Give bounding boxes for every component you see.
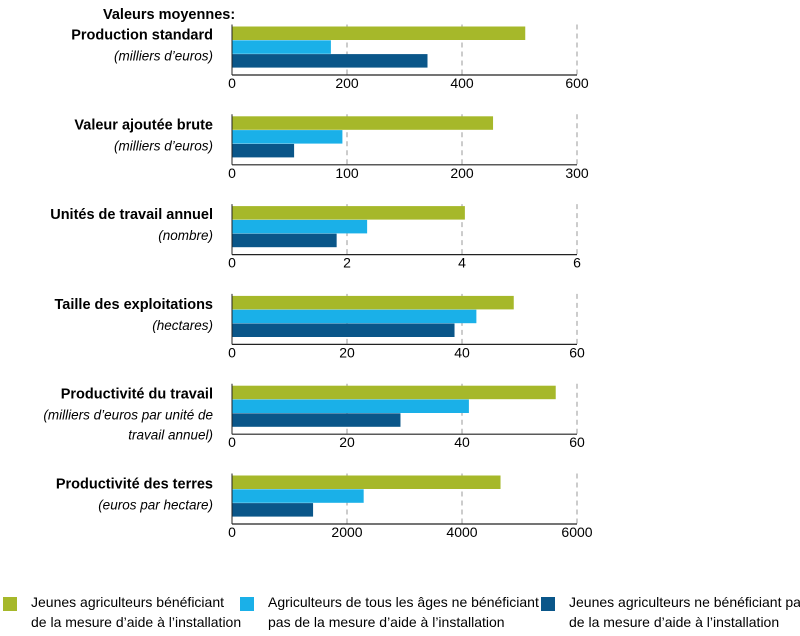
legend-label: pas de la mesure d’aide à l’installation [268,614,505,630]
panel-sublabel: (hectares) [152,318,213,333]
bar [232,26,526,40]
legend-label: Jeunes agriculteurs ne bénéficiant pas [569,594,800,610]
tick-label: 0 [228,255,236,271]
bar [232,413,401,427]
legend-swatch [3,597,17,611]
panel-label: Productivité du travail [61,387,213,403]
legend-swatch [240,597,254,611]
tick-label: 100 [335,165,359,181]
tick-label: 600 [565,75,589,91]
tick-label: 40 [454,434,470,450]
tick-label: 6000 [561,524,592,540]
tick-label: 6 [573,255,581,271]
bar [232,489,364,503]
tick-label: 4000 [446,524,477,540]
chart-panel: 0 20 40 60 Taille des exploitations (hectares… [55,293,585,360]
tick-label: 60 [569,434,585,450]
chart-panel: 0 100 200 300 Valeur ajoutée brute (milliers … [74,114,589,181]
legend-label: Agriculteurs de tous les âges ne bénéfic… [268,594,539,610]
bar [232,116,494,130]
tick-label: 60 [569,344,585,360]
legend-label: Jeunes agriculteurs bénéficiant [31,594,224,610]
bar [232,503,314,517]
tick-label: 200 [335,75,359,91]
legend-label: de la mesure d’aide à l’installation [31,614,241,630]
chart-panel: 0 2000 4000 6000 Productivité des terres (eur… [56,473,593,540]
bar [232,143,295,158]
chart-title: Valeurs moyennes: [103,7,235,23]
tick-label: 400 [450,75,474,91]
legend-item: Jeunes agriculteurs ne bénéficiant pas de… [541,594,800,630]
legend-item: Agriculteurs de tous les âges ne bénéfic… [240,594,539,630]
tick-label: 200 [450,165,474,181]
tick-label: 0 [228,434,236,450]
bar [232,399,469,413]
tick-label: 20 [339,344,355,360]
panel-sublabel: (milliers d’euros par unité de [43,408,213,423]
bar [232,309,477,324]
legend-swatch [541,597,555,611]
tick-label: 2 [343,255,351,271]
panel-label: Productivité des terres [56,477,213,493]
panel-sublabel: (euros par hectare) [98,498,213,513]
bar [232,219,368,234]
bar [232,54,428,68]
panel-sublabel: (milliers d’euros) [114,49,213,64]
chart-legend: Jeunes agriculteurs bénéficiant de la mes… [3,594,800,630]
panel-sublabel: travail annuel) [128,428,213,443]
tick-label: 0 [228,524,236,540]
chart-panel: 0 20 40 60 Productivité du travail (milliers … [43,383,585,450]
bar [232,130,343,144]
bar [232,233,337,248]
panel-label: Valeur ajoutée brute [74,117,213,133]
tick-label: 0 [228,75,236,91]
panel-label: Taille des exploitations [55,297,213,313]
tick-label: 4 [458,255,466,271]
bar [232,385,556,400]
tick-label: 40 [454,344,470,360]
panel-label: Unités de travail annuel [50,207,213,223]
tick-label: 0 [228,165,236,181]
chart-panel: 0 200 400 600 Production standard (milliers d… [71,24,589,91]
tick-label: 20 [339,434,355,450]
bar [232,295,514,310]
panel-sublabel: (milliers d’euros) [114,138,213,153]
tick-label: 0 [228,344,236,360]
panel-label: Production standard [71,28,213,44]
bar [232,206,465,220]
bar [232,475,501,489]
legend-label: de la mesure d’aide à l’installation [569,614,779,630]
tick-label: 300 [565,165,589,181]
bar [232,323,455,337]
legend-item: Jeunes agriculteurs bénéficiant de la mes… [3,594,241,630]
tick-label: 2000 [331,524,362,540]
chart-panel: 0 2 4 6 Unités de travail annuel (nombre) [50,204,581,271]
bar [232,40,331,54]
panel-sublabel: (nombre) [158,228,213,243]
